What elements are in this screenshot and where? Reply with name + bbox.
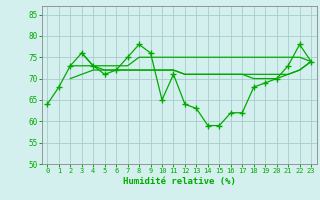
X-axis label: Humidité relative (%): Humidité relative (%): [123, 177, 236, 186]
